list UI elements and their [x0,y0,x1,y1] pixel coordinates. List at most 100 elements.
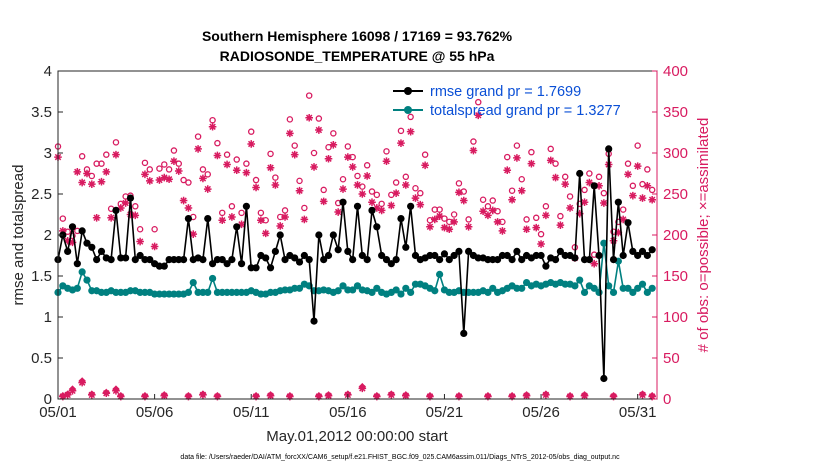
obs-assimilated-point [358,190,367,198]
x-tick-label: 05/01 [39,404,77,421]
rmse-point [648,246,656,254]
obs-possible-point [78,153,86,160]
obs-possible-point [194,133,202,140]
rmse-point [334,246,342,254]
rmse-point [397,215,405,223]
obs-assimilated-point [522,225,531,234]
totalspread-point [600,239,608,247]
obs-possible-point [383,148,390,155]
obs-possible-point [436,206,443,213]
obs-possible-point [180,176,187,184]
obs-possible-point [489,197,497,204]
totalspread-point [605,282,613,290]
obs-possible-point [402,173,410,181]
obs-assimilated-point [532,223,541,232]
obs-possible-point [69,232,76,240]
rmse-point [411,251,420,260]
totalspread-point [373,284,381,292]
y-left-tick-label: 0 [44,391,52,408]
obs-possible-point [557,212,564,220]
obs-possible-point [518,175,525,183]
obs-assimilated-point [455,392,463,401]
rmse-point [537,251,545,260]
rmse-point [131,256,139,264]
obs-possible-point [156,165,163,172]
obs-assimilated-point [59,392,67,401]
obs-assimilated-point [97,177,106,186]
rmse-point [324,251,333,260]
rmse-point [440,250,449,258]
obs-assimilated-point [232,166,241,175]
totalspread-point [580,288,589,296]
obs-assimilated-point [286,392,294,401]
rmse-point [450,251,458,260]
obs-assimilated-point [165,175,173,184]
obs-assimilated-point [68,387,77,395]
obs-assimilated-point [566,204,574,212]
obs-possible-point [151,226,158,233]
obs-assimilated-point [527,159,536,168]
y-left-tick-label: 3 [44,145,52,162]
x-tick-label: 05/11 [233,404,269,421]
obs-possible-point [272,174,279,181]
obs-possible-point [281,207,289,214]
obs-assimilated-point [213,151,222,160]
obs-possible-point [339,175,347,183]
obs-possible-point [566,193,574,200]
obs-possible-point [296,177,303,185]
obs-assimilated-point [426,392,434,401]
obs-assimilated-point [276,222,285,230]
totalspread-point [78,268,86,276]
y-right-tick-label: 50 [663,350,680,367]
obs-possible-point [407,113,414,121]
obs-assimilated-point [116,204,125,212]
obs-assimilated-point [546,156,555,165]
obs-assimilated-point [609,236,618,245]
rmse-point [83,239,91,247]
obs-possible-point [460,188,468,195]
obs-assimilated-point [286,129,294,138]
y-axis-label-right: # of obs: o=possible; ×=assimilated [695,118,712,353]
obs-possible-point [64,228,71,235]
obs-assimilated-point [609,392,618,401]
obs-assimilated-point [363,172,371,180]
rmse-point [595,251,603,260]
obs-possible-point [185,179,192,186]
obs-possible-point [470,138,477,145]
rmse-point [88,243,96,251]
totalspread-point [638,280,647,288]
obs-possible-point [170,147,178,154]
rmse-point [349,256,357,264]
obs-assimilated-point [112,387,120,395]
rmse-point [310,317,318,325]
totalspread-point [609,288,618,296]
obs-assimilated-point [508,195,516,204]
obs-assimilated-point [145,177,154,185]
rmse-point [291,254,299,262]
obs-assimilated-point [107,213,115,222]
y-right-tick-label: 200 [663,227,688,244]
obs-possible-point [595,173,603,181]
rmse-point [619,251,627,260]
obs-assimilated-point [170,157,178,165]
rmse-point [382,256,391,264]
obs-assimilated-point [585,178,594,187]
obs-assimilated-point [78,178,86,187]
obs-assimilated-point [590,259,599,268]
obs-assimilated-point [266,391,275,400]
obs-assimilated-point [638,194,647,202]
obs-assimilated-point [580,198,589,206]
legend: rmse grand pr = 1.7699 totalspread grand… [393,84,621,119]
obs-possible-point [199,166,207,173]
rmse-point [629,247,637,255]
obs-assimilated-point [595,182,603,190]
obs-assimilated-point [300,215,309,224]
obs-assimilated-point [542,211,550,220]
obs-possible-point [450,211,458,218]
obs-assimilated-point [648,195,656,204]
obs-assimilated-point [517,186,526,195]
obs-assimilated-point [281,213,289,221]
totalspread-point [353,282,362,290]
obs-assimilated-point [368,198,376,206]
obs-assimilated-point [174,167,183,175]
